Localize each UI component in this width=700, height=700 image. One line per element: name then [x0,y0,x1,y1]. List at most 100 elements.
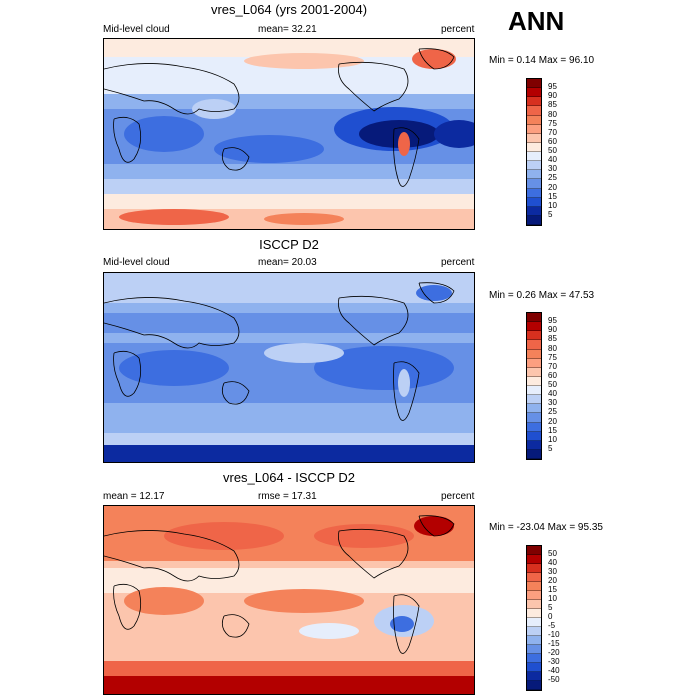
colorbar-tick-label: 90 [548,325,557,335]
colorbar-swatch [527,431,541,441]
panel2-center-label: mean= 20.03 [258,257,317,268]
colorbar-tick-label: 75 [548,352,557,362]
colorbar-tick-label: 50 [548,146,557,155]
colorbar-tick-label: 15 [548,191,557,201]
colorbar-swatch [527,386,541,396]
colorbar-swatch [527,152,541,162]
colorbar-tick-label: 30 [548,567,557,576]
colorbar-tick-label: 15 [548,585,557,594]
colorbar-swatch [527,358,541,368]
colorbar-tick-label: 80 [548,343,557,353]
panel1-map [103,38,475,230]
colorbar-swatch [527,645,541,654]
colorbar-swatch [527,627,541,636]
panel3-map-svg [104,506,474,694]
colorbar-swatch [527,115,541,125]
colorbar-swatch [527,582,541,591]
colorbar-swatch [527,555,541,564]
colorbar-tick-label: -30 [548,657,560,666]
panel1-map-svg [104,39,474,229]
colorbar-tick-label: 0 [548,612,553,621]
colorbar-tick-label: 40 [548,558,557,567]
colorbar-tick-label: 70 [548,127,557,137]
panel2-left-label: Mid-level cloud [103,257,170,268]
colorbar-swatch [527,142,541,152]
colorbar-swatch [527,367,541,377]
colorbar-swatch [527,161,541,171]
colorbar-swatch [527,422,541,432]
colorbar-tick-label: -5 [548,621,556,630]
colorbar-tick-label: 95 [548,316,557,326]
colorbar-swatch [527,654,541,663]
colorbar-tick-label: 50 [548,380,557,389]
colorbar-tick-label: 60 [548,370,557,380]
panel2-minmax: Min = 0.26 Max = 47.53 [489,290,595,301]
colorbar-tick-label: 50 [548,549,557,558]
colorbar-swatch [527,97,541,107]
colorbar-swatch [527,124,541,134]
panel3-map [103,505,475,695]
colorbar-tick-label: 95 [548,82,557,92]
colorbar-swatch [527,413,541,423]
colorbar-tick-label: 40 [548,389,557,399]
colorbar-tick-label: 90 [548,91,557,101]
colorbar-swatch [527,573,541,582]
colorbar-swatch [527,449,541,459]
colorbar-tick-label: 15 [548,425,557,435]
colorbar-tick-label: 5 [548,443,553,453]
panel3-rmse-label: rmse = 17.31 [258,491,317,502]
colorbar-swatch [527,636,541,645]
colorbar-swatch [527,591,541,600]
panel2-map [103,272,475,463]
colorbar-tick-label: 80 [548,109,557,119]
colorbar-swatch [527,546,541,555]
colorbar-swatch [527,79,541,89]
colorbar-tick-label: 75 [548,118,557,128]
colorbar-tick-label: 10 [548,594,557,603]
colorbar-swatch [527,404,541,414]
panel1-colorbar [526,78,542,226]
colorbar-tick-label: 30 [548,164,557,174]
panel3-mean-label: mean = 12.17 [103,491,165,502]
colorbar-tick-label: -20 [548,648,560,657]
colorbar-swatch [527,376,541,386]
colorbar-swatch [527,564,541,573]
colorbar-swatch [527,331,541,341]
panel3-title: vres_L064 - ISCCP D2 [223,470,355,485]
panel2-colorbar [526,312,542,460]
panel1-minmax: Min = 0.14 Max = 96.10 [489,55,595,66]
panel1-units: percent [441,24,475,35]
colorbar-swatch [527,179,541,189]
colorbar-tick-label: 70 [548,361,557,371]
colorbar-swatch [527,88,541,98]
colorbar-swatch [527,395,541,405]
colorbar-swatch [527,618,541,627]
colorbar-tick-label: -10 [548,630,560,639]
panel1-center-label: mean= 32.21 [258,24,317,35]
colorbar-swatch [527,681,541,690]
panel2-units: percent [441,257,475,268]
colorbar-tick-label: 20 [548,576,557,585]
colorbar-tick-label: 25 [548,407,557,417]
colorbar-tick-label: 60 [548,136,557,146]
colorbar-swatch [527,609,541,618]
colorbar-swatch [527,600,541,609]
colorbar-swatch [527,322,541,332]
colorbar-swatch [527,197,541,207]
colorbar-tick-label: 30 [548,398,557,408]
colorbar-tick-label: -50 [548,675,560,684]
colorbar-tick-label: 85 [548,100,557,110]
colorbar-tick-label: 85 [548,334,557,344]
panel2-map-svg [104,273,474,462]
panel1-title: vres_L064 (yrs 2001-2004) [210,2,368,17]
colorbar-swatch [527,440,541,450]
season-label: ANN [508,6,565,36]
colorbar-swatch [527,215,541,225]
colorbar-tick-label: 25 [548,173,557,183]
colorbar-swatch [527,188,541,198]
colorbar-tick-label: 20 [548,182,557,192]
colorbar-tick-label: 10 [548,200,557,210]
panel3-units: percent [441,491,475,502]
panel2-title: ISCCP D2 [259,237,319,252]
panel1-left-label: Mid-level cloud [103,24,170,35]
